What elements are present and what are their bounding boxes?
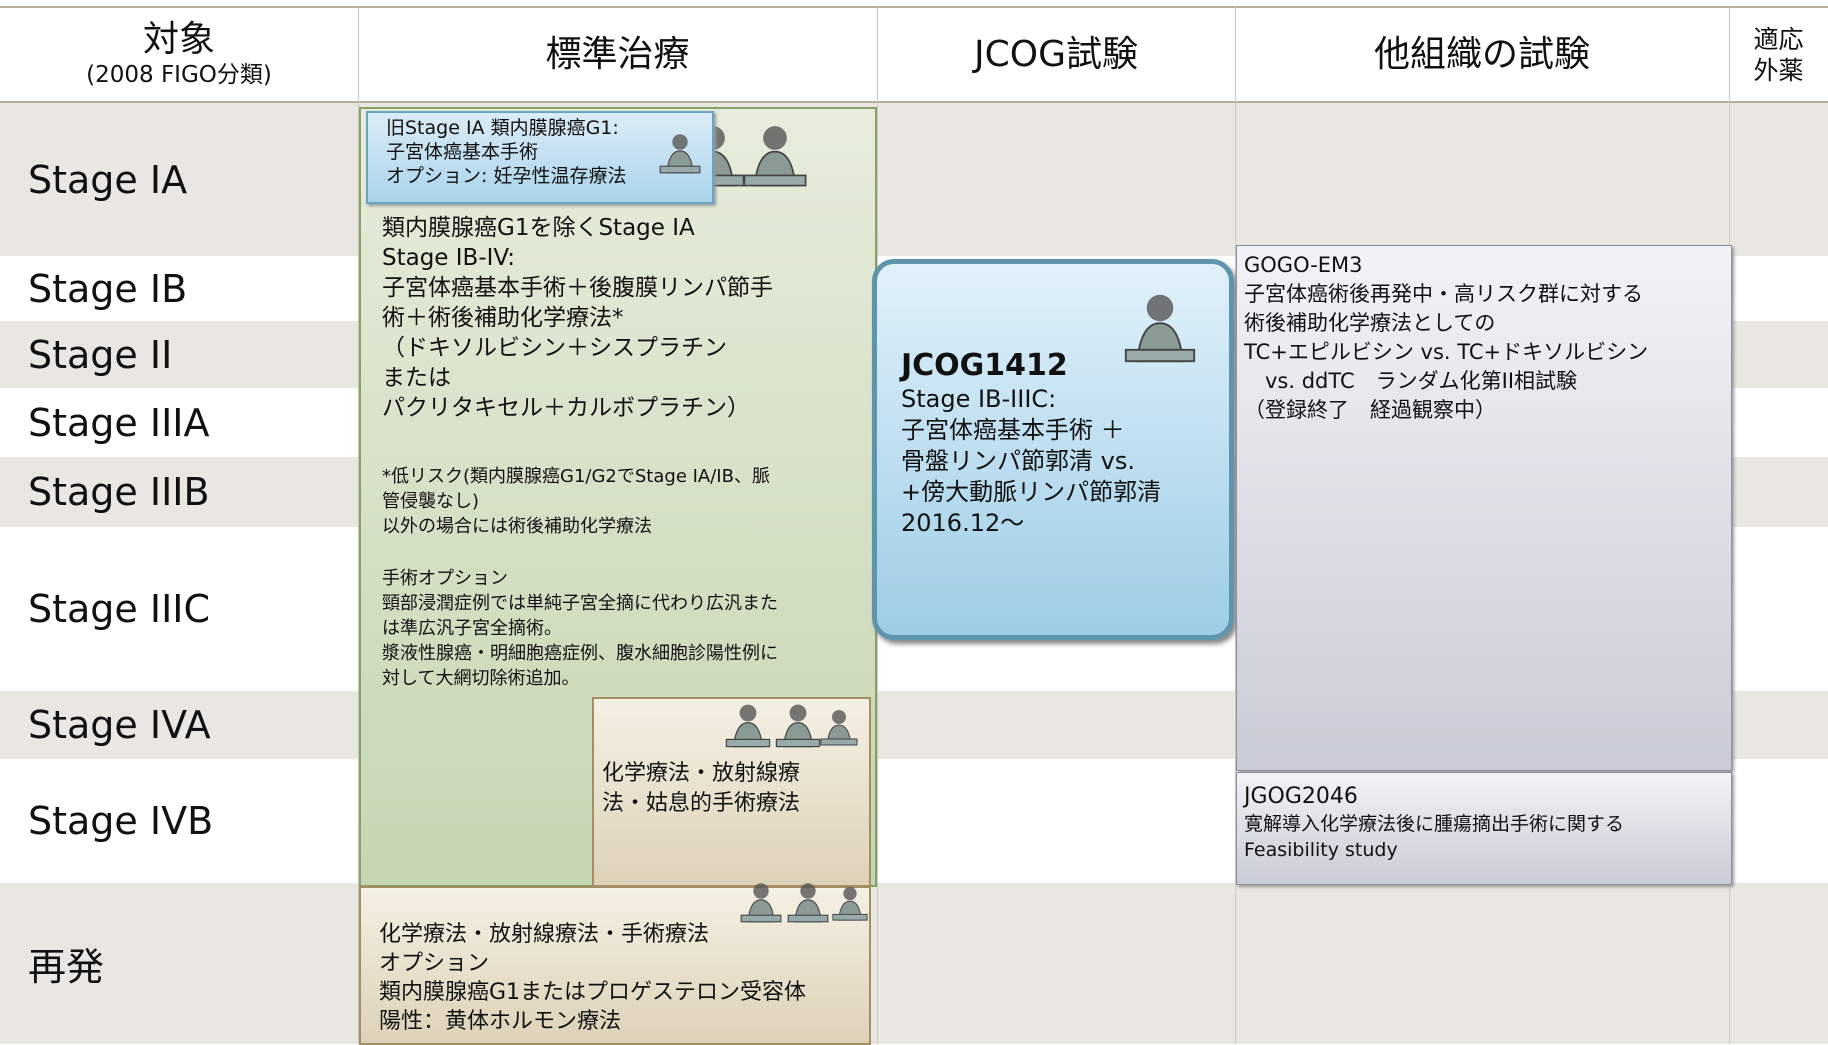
row-label: Stage IIIA xyxy=(28,400,210,445)
text-line: 寛解導入化学療法後に腫瘍摘出手術に関する xyxy=(1244,813,1625,835)
old-stage-ia-box: 旧Stage IA 類内膜腺癌G1: 子宮体癌基本手術 オプション: 妊孕性温存療法 xyxy=(366,111,714,204)
text-line: 子宮体癌術後再発中・高リスク群に対する xyxy=(1244,282,1643,306)
text-line: Feasibility study xyxy=(1244,839,1398,861)
surgeon-icon xyxy=(787,883,829,923)
text-line: 旧Stage IA 類内膜腺癌G1: xyxy=(386,117,619,139)
text-line: 子宮体癌基本手術 xyxy=(386,141,539,163)
surgeon-icon xyxy=(743,126,807,187)
text-line: *低リスク(類内膜腺癌G1/G2でStage IA/IB、脈 xyxy=(382,466,770,487)
text-line: 漿液性腺癌・明細胞癌症例、腹水細胞診陽性例に xyxy=(382,643,778,664)
header-text: (2008 FIGO分類) xyxy=(86,62,272,88)
surgeon-icon xyxy=(740,883,782,923)
text-line: パクリタキセル＋カルボプラチン） xyxy=(382,395,750,421)
header-cell: JCOG試験 xyxy=(877,8,1235,101)
paragraph: *低リスク(類内膜腺癌G1/G2でStage IA/IB、脈 管侵襲なし) 以外の場… xyxy=(382,464,770,539)
column-divider xyxy=(358,6,359,1044)
text-line: 化学療法・放射線療 xyxy=(602,761,801,786)
surgeon-icon xyxy=(725,704,771,748)
text-line: 化学療法・放射線療法・手術療法 xyxy=(379,922,710,947)
text-line: 術後補助化学療法としての xyxy=(1244,311,1496,335)
text-line: または xyxy=(382,365,451,391)
text-line: vs. ddTC ランダム化第II相試験 xyxy=(1244,369,1578,393)
header-top-rule xyxy=(0,6,1828,8)
text-line: 管侵襲なし) xyxy=(382,491,480,512)
text-line: 陽性：黄体ホルモン療法 xyxy=(379,1009,622,1034)
text-line: TC+エピルビシン vs. TC+ドキソルビシン xyxy=(1244,340,1649,364)
row-band xyxy=(0,103,1828,256)
header-cell: 適応 外薬 xyxy=(1729,8,1828,101)
row-band xyxy=(0,883,1828,1044)
text-line: Stage IB-IV: xyxy=(382,245,516,271)
paragraph: 寛解導入化学療法後に腫瘍摘出手術に関する Feasibility study xyxy=(1244,811,1624,863)
text-line: 法・姑息的手術療法 xyxy=(602,791,801,816)
text-line: 対して大網切除術追加。 xyxy=(382,668,580,689)
jcog-box: JCOG1412 Stage IB-IIIC: 子宮体癌基本手術 ＋ 骨盤リンパ節郭清… xyxy=(872,259,1234,640)
text-line: 子宮体癌基本手術 ＋ xyxy=(901,416,1125,444)
paragraph: JGOG2046 xyxy=(1244,783,1358,811)
text-line: オプション: 妊孕性温存療法 xyxy=(386,165,627,187)
paragraph: Stage IB-IIIC: 子宮体癌基本手術 ＋ 骨盤リンパ節郭清 vs. +傍大動… xyxy=(901,384,1161,539)
header-text: 他組織の試験 xyxy=(1373,33,1590,75)
text-line: 頸部浸潤症例では単純子宮全摘に代わり広汎また xyxy=(382,593,778,614)
text-line: 手術オプション xyxy=(382,568,508,589)
row-label: Stage IVA xyxy=(28,703,211,747)
text-line: 類内膜腺癌G1またはプロゲステロン受容体 xyxy=(379,980,807,1005)
text-line: は準広汎子宮全摘術。 xyxy=(382,618,562,639)
header-text: 対象 xyxy=(142,19,215,60)
paragraph: 化学療法・放射線療法・手術療法 オプション類内膜腺癌G1またはプロゲステロン受容体… xyxy=(379,920,806,1036)
text-line: 2016.12〜 xyxy=(901,509,1025,537)
text-line: （ドキソルビシン＋シスプラチン xyxy=(382,335,727,361)
header-text: 外薬 xyxy=(1753,55,1804,85)
paragraph: 化学療法・放射線療 法・姑息的手術療法 xyxy=(602,759,800,819)
text-line: GOGO-EM3 xyxy=(1244,253,1363,277)
text-line: JGOG2046 xyxy=(1244,784,1358,809)
text-line: 子宮体癌基本手術＋後腹膜リンパ節手 xyxy=(382,275,773,301)
row-label: Stage IIIC xyxy=(28,587,211,631)
paragraph: GOGO-EM3 子宮体癌術後再発中・高リスク群に対する 術後補助化学療法としての T… xyxy=(1244,251,1648,425)
text-line: Stage IB-IIIC: xyxy=(901,385,1057,413)
header-cell: 対象 (2008 FIGO分類) xyxy=(0,8,358,101)
column-divider xyxy=(1235,6,1236,1044)
text-line: 類内膜腺癌G1を除くStage IA xyxy=(382,215,695,241)
paragraph: JCOG1412 xyxy=(901,348,1068,384)
row-label: Stage IVB xyxy=(28,799,214,843)
text-line: 以外の場合には術後補助化学療法 xyxy=(382,516,652,537)
paragraph: 類内膜腺癌G1を除くStage IA Stage IB-IV: 子宮体癌基本手術＋後… xyxy=(382,213,773,423)
header-text: 適応 xyxy=(1753,24,1804,54)
jgog-box: JGOG2046 寛解導入化学療法後に腫瘍摘出手術に関する Feasibility … xyxy=(1236,772,1732,885)
surgeon-icon xyxy=(775,704,821,748)
text-line: 骨盤リンパ節郭清 vs. xyxy=(901,447,1135,475)
text-line: （登録終了 経過観察中） xyxy=(1244,398,1496,422)
row-label: 再発 xyxy=(28,945,105,989)
recurrence-box: 化学療法・放射線療法・手術療法 オプション類内膜腺癌G1またはプロゲステロン受容体… xyxy=(359,883,871,1045)
text-line: 術＋術後補助化学療法* xyxy=(382,305,624,331)
surgeon-icon xyxy=(659,134,701,174)
row-label: Stage IA xyxy=(28,157,188,202)
surgeon-icon xyxy=(832,886,868,921)
row-label: Stage IB xyxy=(28,266,188,311)
header-cell: 他組織の試験 xyxy=(1235,8,1729,101)
surgeon-icon xyxy=(820,710,858,746)
header-text: 標準治療 xyxy=(545,33,690,75)
paragraph: 手術オプション頸部浸潤症例では単純子宮全摘に代わり広汎また は準広汎子宮全摘術。漿… xyxy=(382,566,778,691)
header-text: JCOG試験 xyxy=(974,33,1138,75)
gogo-box: GOGO-EM3 子宮体癌術後再発中・高リスク群に対する 術後補助化学療法としての T… xyxy=(1236,245,1732,771)
row-label: Stage II xyxy=(28,332,173,377)
header-bottom-rule xyxy=(0,101,1828,103)
text-line: JCOG1412 xyxy=(901,348,1068,383)
surgeon-icon xyxy=(1124,294,1196,363)
row-label: Stage IIIB xyxy=(28,470,210,514)
text-line: +傍大動脈リンパ節郭清 xyxy=(901,478,1162,506)
header-cell: 標準治療 xyxy=(358,8,877,101)
advanced-box: 化学療法・放射線療 法・姑息的手術療法 xyxy=(592,697,871,887)
text-line: オプション xyxy=(379,951,490,976)
paragraph: 旧Stage IA 類内膜腺癌G1: 子宮体癌基本手術 オプション: 妊孕性温存療法 xyxy=(386,116,626,188)
